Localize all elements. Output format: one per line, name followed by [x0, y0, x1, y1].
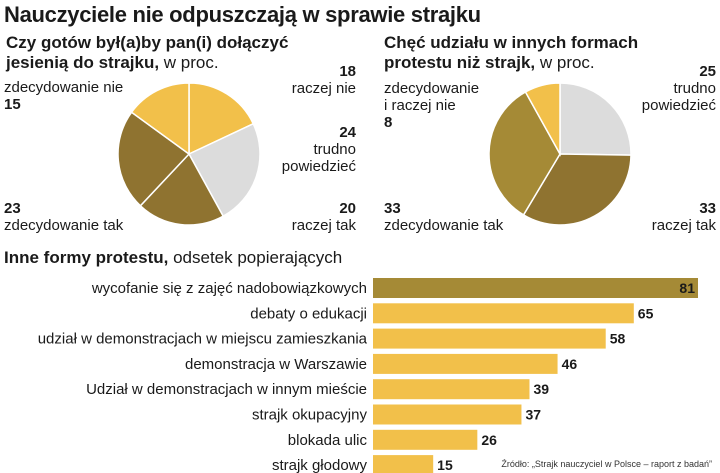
right-pie-slice-0 [559, 82, 632, 156]
bar-label-5: strajk okupacyjny [252, 407, 368, 424]
right-pie-value-nie: 8 [384, 114, 393, 131]
bar-label-2: udział w demonstracjach w miejscu zamies… [38, 331, 368, 348]
left-chart-title: Czy gotów był(a)by pan(i) dołączyć jesie… [6, 33, 288, 73]
right-pie-value-zdecydowanie-tak: 33 [384, 200, 401, 217]
left-chart-title-line2-text: jesienią do strajku, [6, 53, 160, 72]
left-pie-chart [117, 82, 261, 226]
right-chart-title-line2-text: protestu niż strajk, [384, 53, 536, 72]
left-pie-label-zdecydowanie-nie: zdecydowanie nie [4, 79, 124, 96]
bar-value-5: 37 [525, 407, 541, 423]
bars-header-subtitle: odsetek popierających [168, 248, 343, 267]
right-pie-slice-3 [524, 82, 561, 157]
right-chart-unit: w proc. [535, 53, 595, 72]
bar-3 [373, 353, 558, 374]
left-pie-slice-4 [130, 82, 190, 156]
bar-6 [373, 429, 478, 450]
right-chart-title: Chęć udziału w innych formach protestu n… [384, 33, 638, 73]
bar-label-7: strajk głodowy [272, 457, 368, 473]
bars-header: Inne formy protestu, odsetek popierający… [4, 248, 342, 268]
right-pie-value-trudno: 25 [699, 63, 716, 80]
left-pie-label-trudno-2: powiedzieć [281, 158, 356, 175]
right-pie-label-nie-2: i raczej nie [384, 97, 456, 114]
right-pie-value-raczej-tak: 33 [699, 200, 716, 217]
bar-label-6: blokada ulic [288, 432, 368, 449]
bar-7 [373, 455, 434, 473]
right-pie-chart [488, 82, 632, 226]
left-pie-slice-0 [188, 82, 255, 156]
bar-4 [373, 379, 530, 400]
bar-value-3: 46 [562, 356, 578, 372]
left-pie-value-trudno: 24 [339, 124, 356, 141]
left-pie-value-zdecydowanie-tak: 23 [4, 200, 21, 217]
left-pie-label-raczej-nie: raczej nie [291, 80, 356, 97]
bar-value-6: 26 [481, 432, 497, 448]
bar-value-0: 81 [679, 280, 695, 296]
right-pie-label-zdecydowanie-tak: zdecydowanie tak [384, 217, 504, 234]
bar-5 [373, 404, 522, 425]
right-pie-label-raczej-tak: raczej tak [651, 217, 716, 234]
left-chart-title-line1: Czy gotów był(a)by pan(i) dołączyć [6, 33, 289, 52]
bar-label-0: wycofanie się z zajęć nadobowiązkowych [91, 280, 367, 297]
right-pie-label-trudno-2: powiedzieć [641, 97, 716, 114]
left-pie-value-raczej-nie: 18 [339, 63, 356, 80]
bar-label-3: demonstracja w Warszawie [185, 356, 367, 373]
left-pie-slice-2 [139, 152, 225, 226]
left-chart-title-line2: jesienią do strajku, w proc. [6, 53, 288, 73]
bars-header-title: Inne formy protestu, [4, 248, 169, 267]
left-pie-label-zdecydowanie-tak: zdecydowanie tak [4, 217, 124, 234]
bar-value-4: 39 [533, 381, 549, 397]
headline: Nauczyciele nie odpuszczają w sprawie st… [4, 2, 481, 27]
bar-value-7: 15 [437, 457, 453, 473]
right-pie-slice-1 [522, 153, 632, 226]
bar-chart: wycofanie się z zajęć nadobowiązkowych 81… [38, 278, 698, 473]
bar-label-4: Udział w demonstracjach w innym mieście [86, 381, 367, 398]
right-chart-title-line1: Chęć udziału w innych formach [384, 33, 639, 52]
bar-value-1: 65 [638, 305, 654, 321]
bar-value-2: 58 [610, 331, 626, 347]
left-chart-unit: w proc. [159, 53, 219, 72]
bar-2 [373, 328, 606, 349]
left-pie-slice-1 [187, 122, 261, 218]
right-chart-title-line2: protestu niż strajk, w proc. [384, 53, 638, 73]
right-pie-label-nie-1: zdecydowanie [384, 80, 480, 97]
left-pie-label-raczej-tak: raczej tak [291, 217, 356, 234]
left-pie-slice-3 [117, 111, 191, 207]
source-note: Źródło: „Strajk nauczyciel w Polsce – ra… [501, 459, 712, 469]
left-pie-value-zdecydowanie-nie: 15 [4, 96, 21, 113]
right-pie-label-trudno-1: trudno [673, 80, 716, 97]
left-pie-value-raczej-tak: 20 [339, 200, 356, 217]
bar-0 [373, 278, 698, 298]
bar-label-1: debaty o edukacji [250, 305, 367, 322]
left-pie-label-trudno-1: trudno [313, 141, 356, 158]
bar-1 [373, 303, 634, 324]
